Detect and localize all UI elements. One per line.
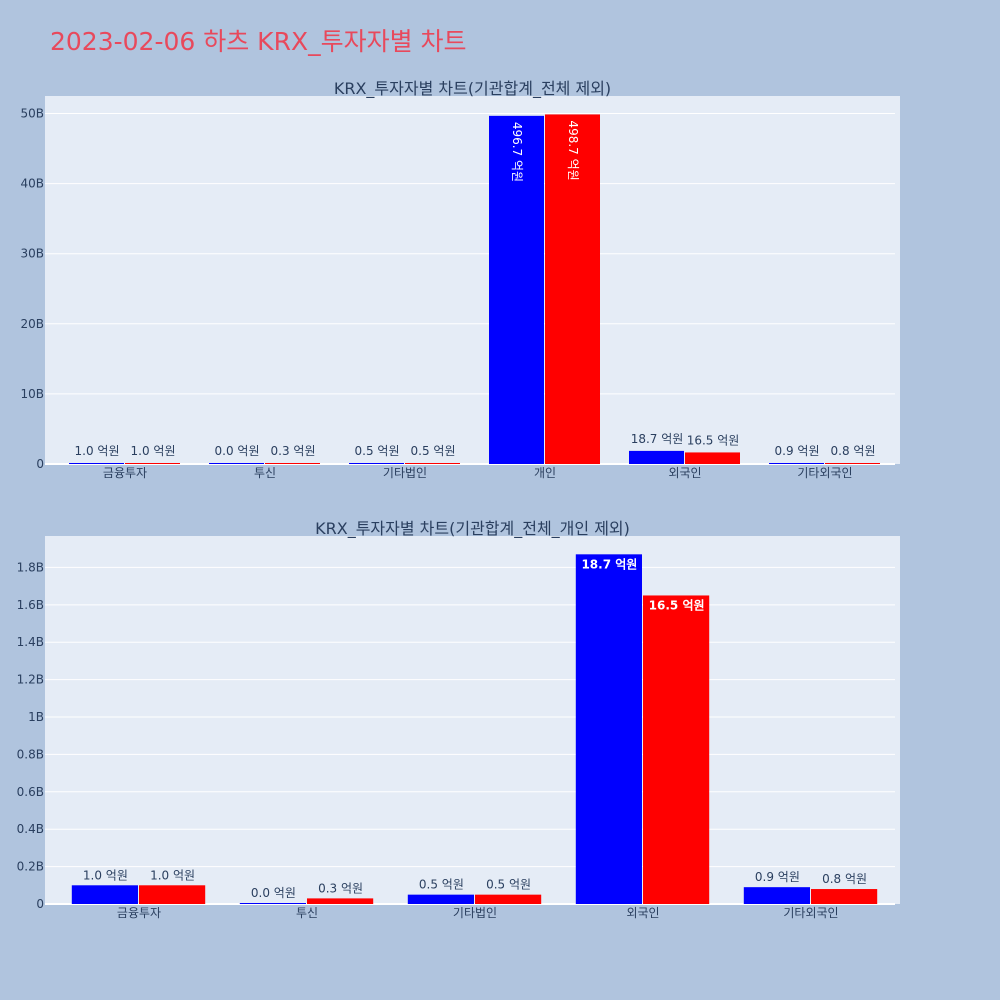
y-tick-label: 1.8B [17,560,44,574]
bar [239,903,306,904]
x-tick-label: 외국인 [626,906,659,920]
y-tick-label: 20B [20,317,44,331]
data-label: 0.5 억원 [486,878,531,892]
x-tick-label: 금융투자 [117,906,161,920]
y-tick-label: 0.6B [17,785,44,799]
bar [643,595,710,904]
data-label: 18.7 억원 [581,557,637,571]
bar [629,450,684,464]
y-tick-label: 40B [20,177,44,191]
bar [307,898,374,904]
data-label: 0.5 억원 [411,444,456,458]
plot-area [45,536,900,904]
y-tick-label: 0.4B [17,822,44,836]
x-tick-label: 기타법인 [383,466,427,480]
data-label: 498.7 억원 [566,120,580,180]
data-label: 0.9 억원 [775,444,820,458]
bar [265,463,320,464]
x-tick-label: 투신 [296,906,318,920]
bar [685,452,740,464]
data-label: 1.0 억원 [131,444,176,458]
y-tick-label: 1.2B [17,673,44,687]
data-label: 0.9 억원 [755,870,800,884]
y-tick-label: 0 [36,897,44,911]
bar [405,463,460,464]
y-tick-label: 50B [20,107,44,121]
data-label: 18.7 억원 [631,432,684,446]
x-tick-label: 기타법인 [453,906,497,920]
bar-chart-all: KRX_투자자별 차트(기관합계_전체 제외) 0 10B 20B 30B 40B 50B 금… [20,79,900,480]
bar [545,114,600,464]
bar [489,115,544,465]
data-label: 1.0 억원 [75,444,120,458]
data-label: 16.5 억원 [687,433,740,447]
data-label: 0.3 억원 [271,444,316,458]
data-label: 0.0 억원 [215,444,260,458]
data-label: 0.0 억원 [251,886,296,900]
x-tick-label: 개인 [534,466,556,480]
data-label: 496.7 억원 [510,122,524,182]
y-tick-label: 1B [28,710,44,724]
bar [69,463,124,464]
y-tick-label: 1.4B [17,635,44,649]
bar [575,554,642,904]
data-label: 0.3 억원 [318,881,363,895]
data-label: 1.0 억원 [83,868,128,882]
x-tick-label: 투신 [254,466,276,480]
data-label: 1.0 억원 [150,868,195,882]
bar [743,887,810,904]
bar [407,894,474,904]
data-label: 0.8 억원 [831,444,876,458]
data-label: 16.5 억원 [649,598,705,612]
data-label: 0.8 억원 [822,872,867,886]
bar [811,889,878,904]
page-title: 2023-02-06 하츠 KRX_투자자별 차트 [50,27,467,56]
bar [825,463,880,464]
bar [139,885,206,904]
bar [769,463,824,464]
bar [71,885,138,904]
bar [475,894,542,904]
bar [125,463,180,464]
y-tick-label: 30B [20,247,44,261]
data-label: 0.5 억원 [419,878,464,892]
y-tick-label: 0.8B [17,747,44,761]
chart-title: KRX_투자자별 차트(기관합계_전체_개인 제외) [315,519,630,539]
data-label: 0.5 억원 [355,444,400,458]
y-tick-label: 0.2B [17,860,44,874]
y-tick-label: 1.6B [17,598,44,612]
bar [209,463,264,464]
x-tick-label: 외국인 [668,466,701,480]
x-tick-label: 기타외국인 [797,466,852,480]
y-tick-label: 0 [36,457,44,471]
x-tick-label: 기타외국인 [783,906,838,920]
plot-area [45,96,900,464]
chart-title: KRX_투자자별 차트(기관합계_전체 제외) [334,79,611,99]
bar [349,463,404,464]
x-tick-label: 금융투자 [103,466,147,480]
y-tick-label: 10B [20,387,44,401]
